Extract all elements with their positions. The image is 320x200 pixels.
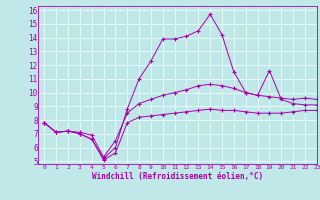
X-axis label: Windchill (Refroidissement éolien,°C): Windchill (Refroidissement éolien,°C) — [92, 172, 263, 181]
